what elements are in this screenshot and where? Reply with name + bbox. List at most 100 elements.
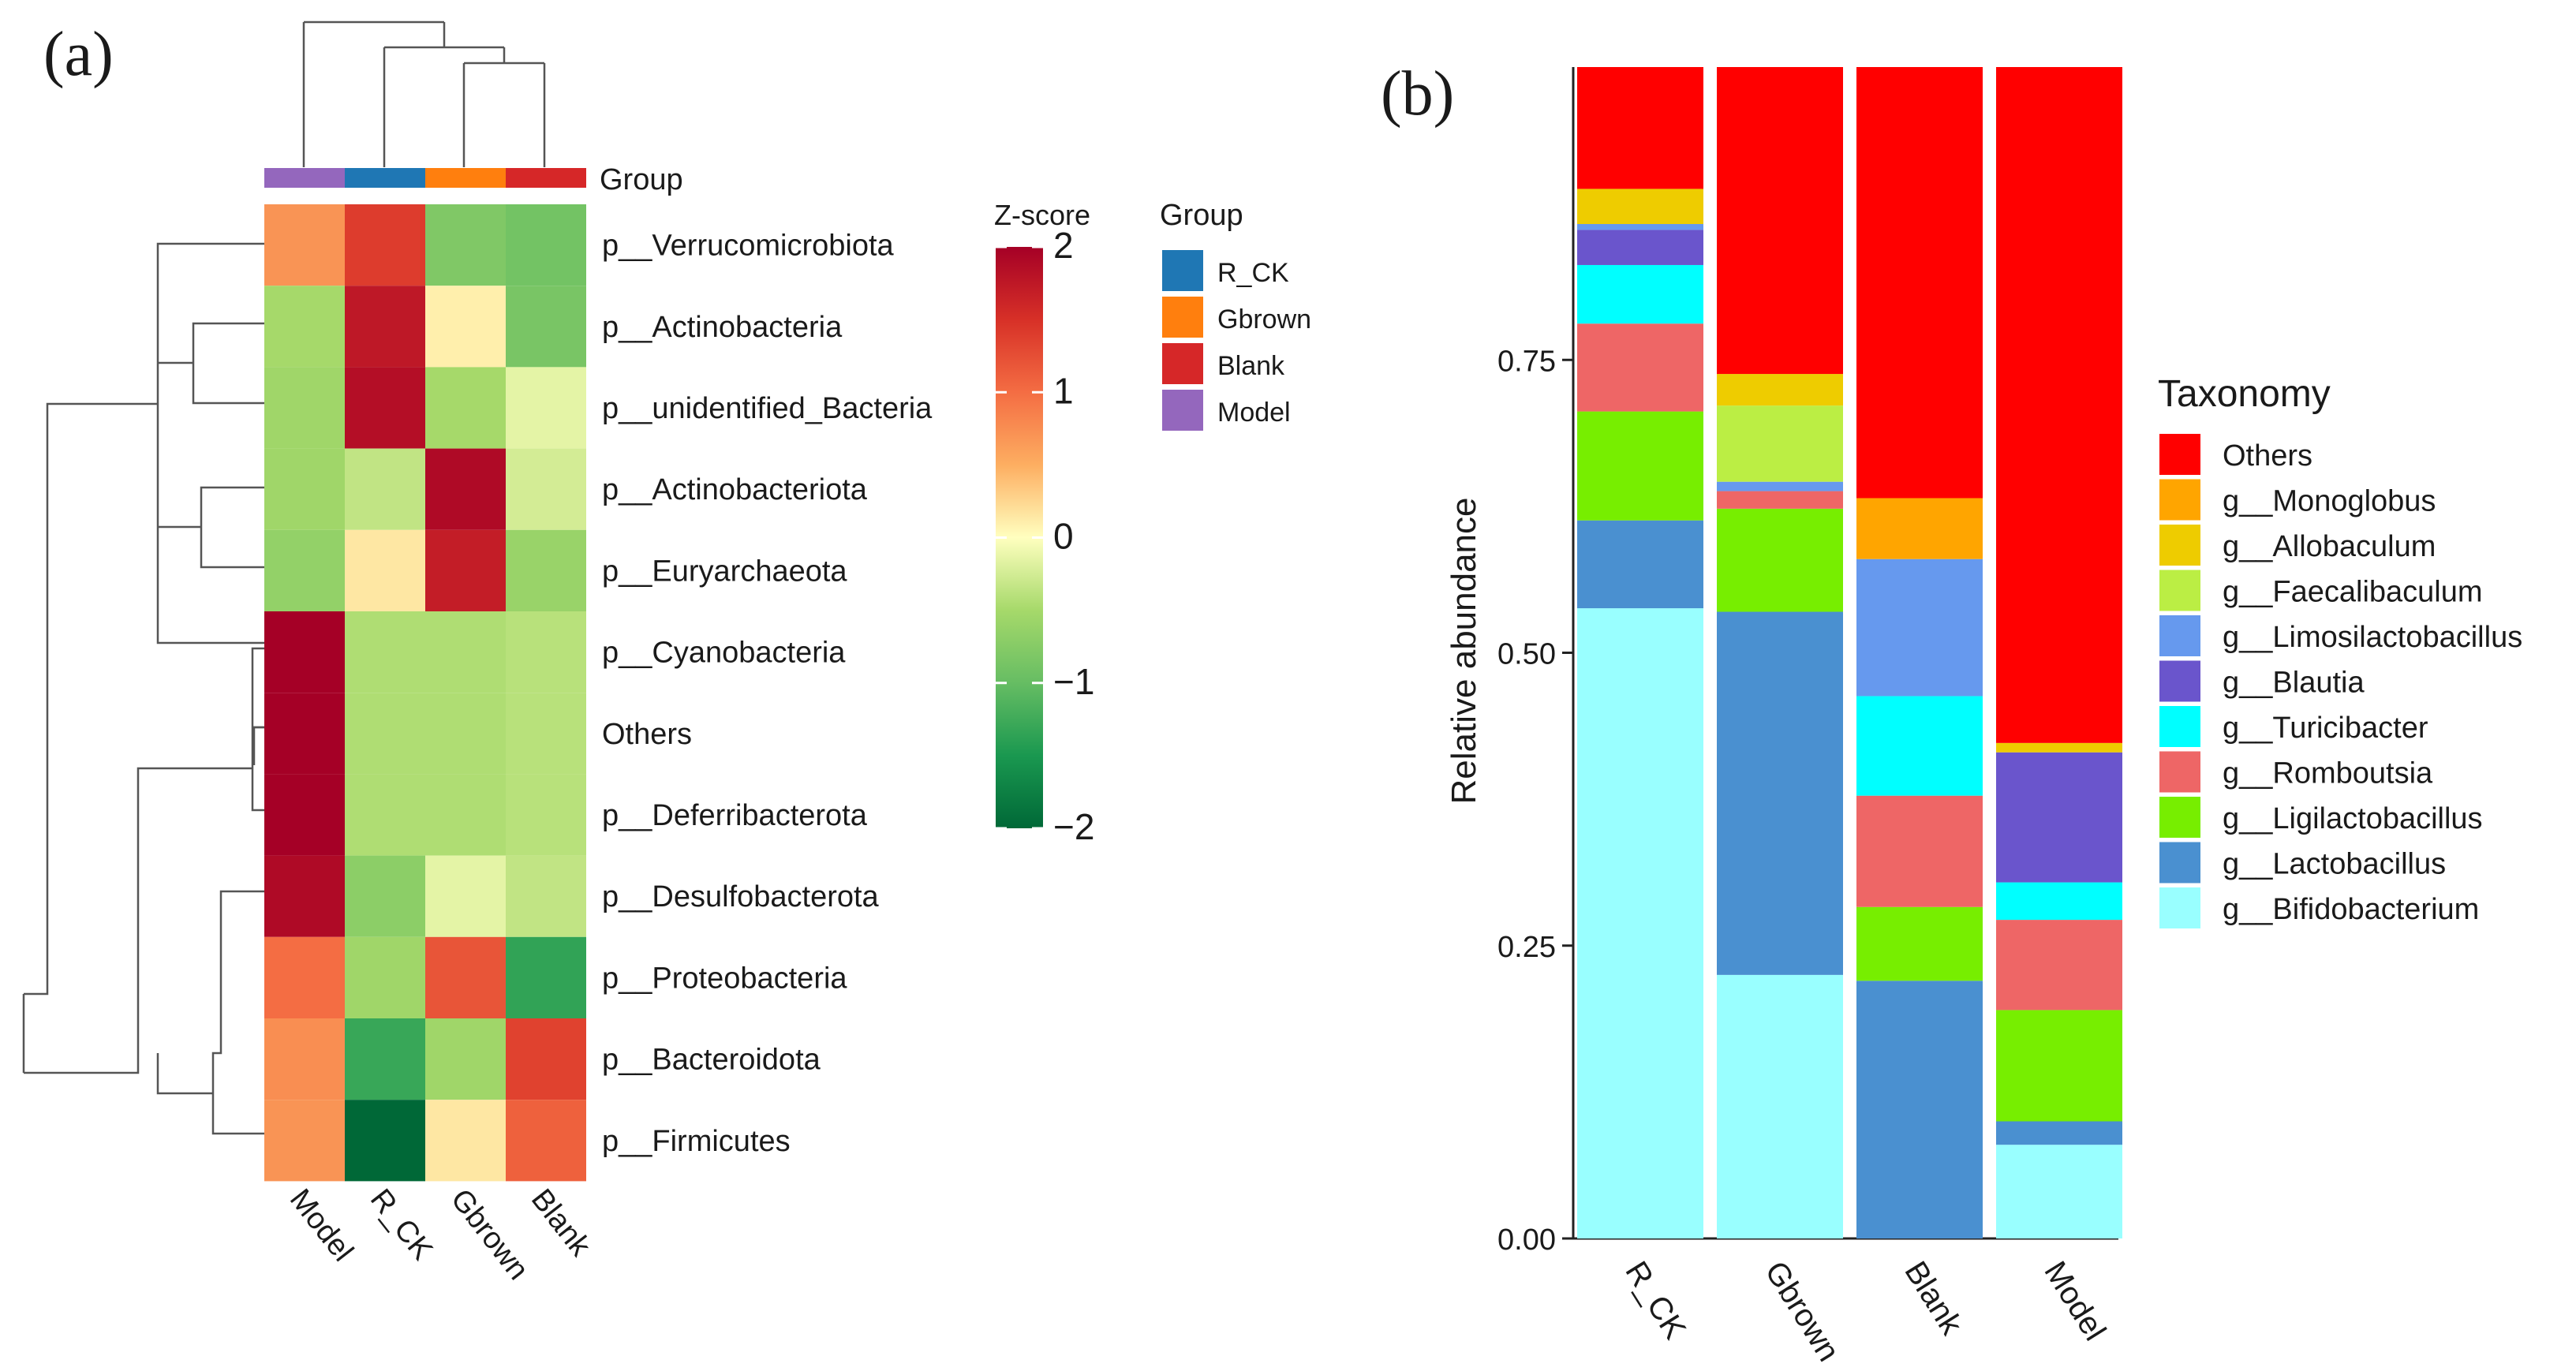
- group-legend-title: Group: [1160, 199, 1243, 232]
- heatmap-cell: [506, 1100, 586, 1182]
- heatmap-cell: [506, 855, 586, 937]
- taxonomy-legend-swatch: [2159, 751, 2200, 793]
- panel-label-b: (b): [1381, 59, 1454, 129]
- stacked-bar-panel: 0.00 0.25 0.50 0.75 R_CK Gbrown Blank Model Re…: [1445, 67, 2522, 1368]
- heatmap-cell: [264, 611, 345, 693]
- heatmap-cell: [425, 936, 506, 1018]
- group-bar-label: Group: [600, 163, 683, 196]
- bar-x-labels: R_CK Gbrown Blank Model: [1618, 1255, 2112, 1367]
- heatmap-row-label: p__Euryarchaeota: [602, 555, 847, 588]
- row-dendrogram: [22, 242, 264, 1135]
- heatmap-cell: [345, 693, 425, 775]
- heatmap-row-label: p__Actinobacteriota: [602, 473, 868, 506]
- heatmap-row-label: p__unidentified_Bacteria: [602, 392, 933, 425]
- bar-segment: [1856, 795, 1983, 907]
- group-legend-label: R_CK: [1217, 258, 1289, 288]
- taxonomy-legend-swatch: [2159, 887, 2200, 928]
- heatmap-cell: [264, 855, 345, 937]
- bar-x-label: Blank: [1897, 1255, 1969, 1341]
- heatmap-cell: [264, 936, 345, 1018]
- stacked-bars: [1577, 67, 2122, 1238]
- panel-label-a: (a): [43, 20, 114, 89]
- bar-x-label: Gbrown: [1758, 1255, 1846, 1367]
- bar-y-axis: 0.00 0.25 0.50 0.75: [1497, 67, 2118, 1257]
- heatmap-cell: [506, 693, 586, 775]
- bar-segment: [1577, 223, 1703, 230]
- heatmap-cell: [425, 1100, 506, 1182]
- bar-segment: [1856, 906, 1983, 981]
- group-bar-cell: [345, 168, 425, 188]
- taxonomy-legend-swatch: [2159, 570, 2200, 611]
- heatmap-cell: [345, 1018, 425, 1100]
- bar-segment: [1717, 67, 1843, 375]
- bar-segment: [1856, 498, 1983, 559]
- bar-segment: [1717, 974, 1843, 1238]
- heatmap-row-label: p__Desulfobacterota: [602, 880, 880, 913]
- heatmap-cell: [345, 1100, 425, 1182]
- heatmap-row-label: p__Deferribacterota: [602, 799, 868, 832]
- taxonomy-legend-label: g__Allobaculum: [2223, 530, 2436, 563]
- group-bar-cell: [264, 168, 345, 188]
- heatmap-cell: [264, 1018, 345, 1100]
- heatmap-cell: [345, 286, 425, 368]
- bar-segment: [1996, 1010, 2122, 1122]
- taxonomy-legend-swatch: [2159, 797, 2200, 838]
- bar-segment: [1856, 67, 1983, 499]
- group-legend: R_CK Gbrown Blank Model: [1162, 250, 1311, 431]
- group-legend-swatch: [1162, 343, 1203, 384]
- bar-segment: [1856, 696, 1983, 796]
- heatmap-cell: [506, 367, 586, 449]
- heatmap-cell: [506, 774, 586, 856]
- heatmap-cell: [264, 529, 345, 611]
- heatmap-cell: [506, 204, 586, 286]
- bar-segment: [1577, 189, 1703, 224]
- group-bar-cell: [425, 168, 506, 188]
- colorbar-title: Z-score: [994, 199, 1090, 231]
- heatmap-cell: [506, 286, 586, 368]
- heatmap-cell: [425, 286, 506, 368]
- heatmap-cell: [345, 367, 425, 449]
- bar-segment: [1577, 323, 1703, 412]
- taxonomy-legend-label: g__Turicibacter: [2223, 712, 2428, 745]
- heatmap-cell: [425, 611, 506, 693]
- taxonomy-legend-label: g__Lactobacillus: [2223, 848, 2446, 881]
- heatmap-row-label: p__Firmicutes: [602, 1125, 791, 1158]
- bar-x-label: Model: [2037, 1255, 2112, 1347]
- heatmap-cell: [425, 367, 506, 449]
- heatmap-row-label: p__Bacteroidota: [602, 1044, 821, 1077]
- taxonomy-legend-label: g__Limosilactobacillus: [2223, 621, 2522, 654]
- taxonomy-legend-swatch: [2159, 660, 2200, 702]
- y-tick-label: 0.00: [1497, 1223, 1556, 1257]
- bar-segment: [1717, 508, 1843, 612]
- bar-segment: [1717, 405, 1843, 482]
- heatmap-cell: [425, 204, 506, 286]
- bar-segment: [1577, 411, 1703, 521]
- heatmap-cell: [264, 286, 345, 368]
- bar-segment: [1996, 920, 2122, 1011]
- taxonomy-legend-swatch: [2159, 525, 2200, 566]
- heatmap-cell: [345, 855, 425, 937]
- bar-segment: [1577, 520, 1703, 609]
- heatmap-cell: [506, 529, 586, 611]
- heatmap-cell: [345, 448, 425, 530]
- taxonomy-legend-swatch: [2159, 615, 2200, 656]
- group-legend-swatch: [1162, 390, 1203, 431]
- heatmap-cell: [425, 1018, 506, 1100]
- taxonomy-legend-label: g__Bifidobacterium: [2223, 893, 2479, 926]
- heatmap-cell: [264, 367, 345, 449]
- bar-segment: [1717, 491, 1843, 509]
- group-bar-cell: [506, 168, 586, 188]
- heatmap-cell: [506, 1018, 586, 1100]
- bar-segment: [1996, 752, 2122, 883]
- group-legend-swatch: [1162, 297, 1203, 338]
- bar-segment: [1577, 264, 1703, 324]
- y-tick-label: 0.75: [1497, 345, 1556, 378]
- colorbar-tick-label: 0: [1053, 516, 1074, 557]
- group-legend-label: Model: [1217, 398, 1291, 428]
- bar-y-axis-label: Relative abundance: [1445, 498, 1483, 805]
- bar-segment: [1856, 558, 1983, 697]
- bar-segment: [1996, 882, 2122, 921]
- heatmap-cell: [425, 693, 506, 775]
- heatmap-cell: [345, 204, 425, 286]
